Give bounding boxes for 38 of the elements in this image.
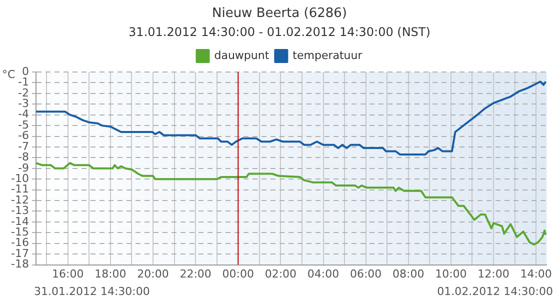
y-tick-label: -4 xyxy=(18,108,29,121)
y-tick-label: -13 xyxy=(11,204,29,218)
y-tick-label: -8 xyxy=(18,150,29,164)
y-tick-label: -11 xyxy=(11,182,29,196)
x-tick-label: 04:00 xyxy=(307,267,340,280)
y-tick-label: -18 xyxy=(11,258,29,271)
x-tick-label: 12:00 xyxy=(478,267,510,280)
x-tick-label: 20:00 xyxy=(137,267,169,280)
legend-label: temperatuur xyxy=(292,48,363,62)
y-tick-label: -17 xyxy=(11,246,29,260)
y-tick-label: -7 xyxy=(18,140,29,153)
x-tick-label: 10:00 xyxy=(435,267,467,280)
y-tick-label: -6 xyxy=(18,129,29,142)
legend-label: dauwpunt xyxy=(214,48,270,62)
chart-subtitle: 31.01.2012 14:30:00 - 01.02.2012 14:30:00 (NST) xyxy=(128,24,430,39)
y-tick-label: -12 xyxy=(11,193,29,206)
x-tick-label: 16:00 xyxy=(52,267,84,280)
x-tick-label: 02:00 xyxy=(264,267,297,280)
y-tick-label: -2 xyxy=(18,86,29,100)
y-tick-label: -14 xyxy=(11,214,29,228)
x-tick-label: 18:00 xyxy=(94,267,126,280)
y-tick-label: -9 xyxy=(18,161,29,174)
text: 31.01.2012 14:30:00 xyxy=(34,284,150,298)
y-tick-label: -1 xyxy=(18,76,29,89)
chart-title: Nieuw Beerta (6286) xyxy=(212,6,348,22)
y-tick-label: 0 xyxy=(22,64,29,78)
y-tick-label: -15 xyxy=(11,226,29,239)
y-tick-label: -10 xyxy=(11,172,29,185)
y-tick-label: -16 xyxy=(11,236,29,250)
x-tick-label: 22:00 xyxy=(180,267,212,280)
x-tick-label: 08:00 xyxy=(392,267,424,280)
x-tick-label: 00:00 xyxy=(222,267,254,280)
y-axis-title: °C xyxy=(2,68,16,81)
text: 01.02.2012 14:30:00 xyxy=(437,284,553,298)
x-tick-label: 14:00 xyxy=(520,267,552,280)
x-tick-label: 06:00 xyxy=(350,267,382,280)
y-tick-label: -5 xyxy=(18,118,29,132)
y-tick-label: -3 xyxy=(18,96,29,110)
